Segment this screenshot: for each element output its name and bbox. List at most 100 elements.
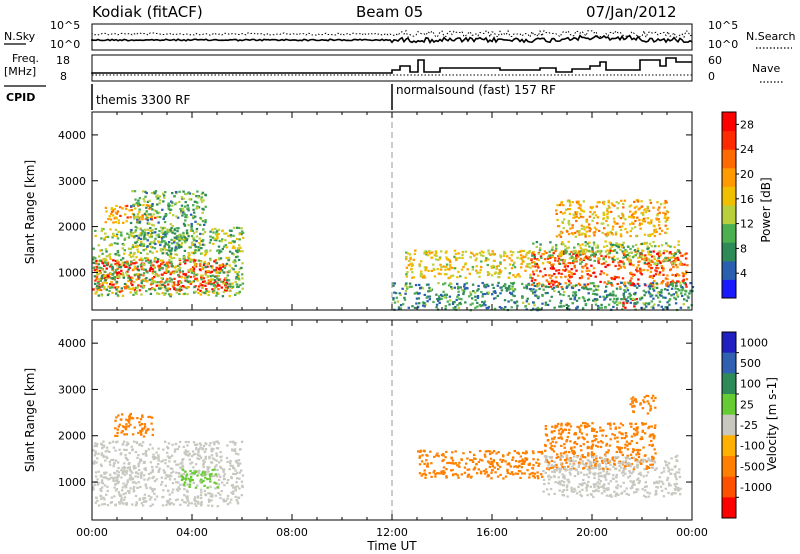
scatter-cell (605, 434, 608, 437)
scatter-cell (554, 259, 557, 262)
scatter-cell (669, 268, 673, 271)
scatter-cell (555, 463, 558, 466)
scatter-cell (94, 262, 98, 265)
scatter-cell (158, 202, 161, 205)
scatter-cell (645, 302, 648, 305)
scatter-cell (491, 463, 494, 466)
scatter-cell (125, 423, 128, 426)
scatter-cell (102, 496, 105, 499)
scatter-cell (234, 452, 238, 455)
scatter-cell (547, 255, 550, 258)
scatter-cell (234, 256, 238, 259)
scatter-cell (572, 249, 576, 253)
scatter-cell (668, 259, 671, 262)
scatter-cell (209, 281, 212, 285)
scatter-cell (677, 249, 681, 252)
scatter-cell (633, 273, 636, 276)
scatter-cell (133, 258, 136, 261)
scatter-cell (144, 231, 147, 234)
scatter-cell (584, 426, 587, 429)
scatter-cell (234, 264, 237, 267)
scatter-cell (419, 287, 422, 290)
scatter-cell (201, 211, 204, 214)
scatter-cell (161, 277, 164, 280)
scatter-cell (561, 241, 564, 244)
scatter-cell (560, 424, 563, 427)
scatter-cell (673, 246, 676, 249)
scatter-cell (420, 273, 423, 276)
scatter-cell (538, 462, 541, 465)
scatter-cell (185, 239, 188, 242)
scatter-cell (99, 495, 103, 498)
scatter-cell (588, 223, 591, 226)
scatter-cell (155, 478, 158, 481)
scatter-cell (456, 464, 459, 467)
scatter-cell (676, 273, 679, 276)
scatter-cell (123, 473, 127, 476)
scatter-cell (175, 291, 178, 294)
scatter-cell (681, 294, 684, 297)
scatter-cell (456, 285, 460, 288)
scatter-cell (92, 288, 95, 291)
scatter-cell (616, 222, 619, 225)
scatter-cell (648, 444, 651, 447)
scatter-cell (142, 500, 146, 503)
scatter-cell (160, 280, 163, 283)
scatter-cell (122, 426, 126, 429)
scatter-cell (642, 213, 645, 216)
noise-search-line (91, 29, 693, 39)
scatter-cell (666, 244, 670, 247)
scatter-cell (610, 276, 613, 280)
scatter-cell (675, 282, 678, 285)
scatter-cell (564, 268, 568, 271)
scatter-cell (94, 234, 97, 237)
scatter-cell (603, 200, 606, 203)
scatter-cell (604, 255, 607, 258)
scatter-cell (628, 442, 631, 445)
scatter-cell (649, 250, 653, 253)
scatter-cell (584, 264, 587, 267)
scatter-cell (113, 495, 116, 498)
scatter-cell (590, 429, 594, 432)
scatter-cell (525, 300, 529, 303)
scatter-cell (457, 287, 460, 290)
scatter-cell (578, 231, 581, 234)
scatter-cell (521, 459, 524, 462)
scatter-cell (600, 222, 603, 225)
scatter-cell (632, 216, 635, 219)
scatter-cell (103, 472, 106, 475)
scatter-cell (528, 288, 532, 291)
scatter-cell (433, 455, 436, 458)
scatter-cell (608, 263, 611, 266)
scatter-cell (158, 199, 162, 202)
scatter-cell (516, 304, 519, 307)
scatter-cell (609, 298, 612, 301)
scatter-cell (682, 275, 685, 278)
scatter-cell (454, 252, 458, 255)
scatter-cell (134, 466, 137, 469)
scatter-cell (167, 202, 170, 205)
scatter-cell (149, 486, 152, 489)
scatter-cell (613, 302, 616, 305)
scatter-cell (95, 259, 98, 262)
scatter-cell (138, 258, 141, 261)
scatter-cell (123, 237, 127, 240)
scatter-cell (592, 267, 596, 270)
scatter-cell (196, 222, 200, 225)
scatter-cell (143, 233, 146, 236)
scatter-cell (527, 257, 530, 260)
scatter-cell (129, 412, 132, 416)
scatter-cell (561, 220, 564, 223)
scatter-cell (522, 451, 525, 454)
scatter-cell (209, 485, 212, 488)
scatter-cell (145, 449, 148, 453)
scatter-cell (221, 229, 224, 232)
scatter-cell (135, 267, 138, 270)
scatter-cell (148, 242, 152, 246)
scatter-cell (609, 249, 612, 252)
scatter-cell (665, 201, 668, 204)
scatter-cell (648, 233, 652, 236)
scatter-cell (187, 224, 190, 227)
scatter-cell (134, 273, 137, 276)
scatter-cell (121, 430, 124, 433)
